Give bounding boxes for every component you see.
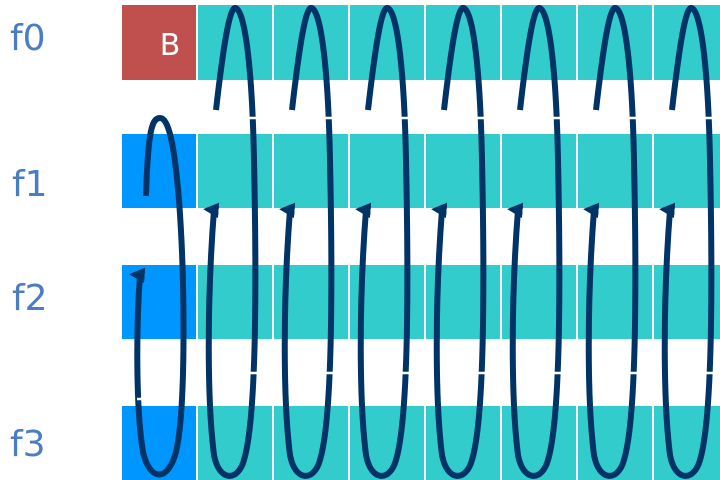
cell-r0-c1 xyxy=(198,5,272,80)
loop-arrow-col-4 xyxy=(431,4,487,479)
loop-arrow-col-5 xyxy=(507,4,563,479)
cell-r0-c6 xyxy=(578,5,652,80)
loop-arrow-col-2 xyxy=(279,4,335,479)
row-labels: f0 f1 f2 f3 xyxy=(10,18,48,465)
loop-arrow-col-7 xyxy=(659,4,715,479)
cell-r1-c3 xyxy=(350,134,424,208)
loop-arrow-col-0 xyxy=(129,114,187,478)
row-label-f3: f3 xyxy=(10,424,46,465)
loop-arrow-col-3 xyxy=(355,4,411,479)
cell-r1-c6 xyxy=(578,134,652,208)
cell-r1-c4 xyxy=(426,134,500,208)
row-label-f1: f1 xyxy=(12,164,48,205)
cell-r1-c0 xyxy=(122,134,196,208)
loop-group xyxy=(129,4,716,479)
cell-r0-c3 xyxy=(350,5,424,80)
row-label-f2: f2 xyxy=(12,278,48,319)
first-cell-label: B xyxy=(160,28,181,63)
cell-r3-c0 xyxy=(122,406,196,480)
row-label-f0: f0 xyxy=(10,18,46,59)
loop-arrow-col-1 xyxy=(203,4,259,479)
loop-arrow-col-6 xyxy=(583,4,639,479)
cell-r0-c5 xyxy=(502,5,576,80)
cell-r1-c5 xyxy=(502,134,576,208)
cell-r1-c1 xyxy=(198,134,272,208)
cell-r0-c2 xyxy=(274,5,348,80)
cell-r0-c0 xyxy=(122,5,196,80)
cell-r0-c4 xyxy=(426,5,500,80)
cell-r1-c2 xyxy=(274,134,348,208)
